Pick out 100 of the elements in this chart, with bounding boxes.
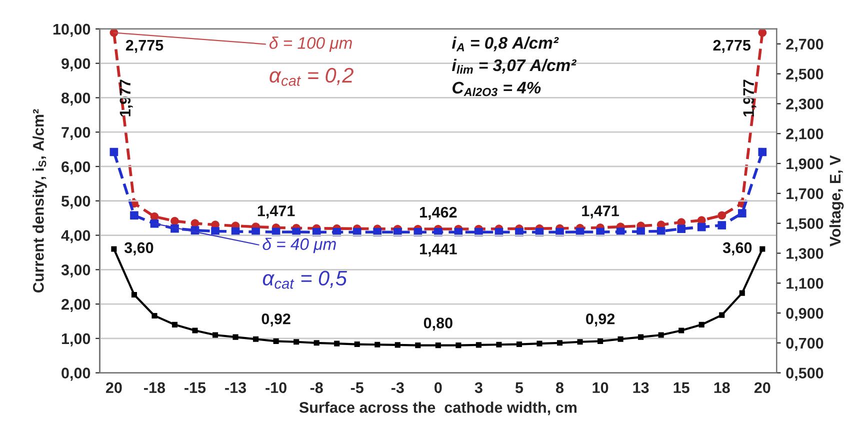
y2-tick-label: 1,300 [786,248,824,262]
x-tick-label: 0 [434,382,442,394]
point [394,342,400,348]
y2-axis-title: Voltage, E, V [829,155,844,246]
y-tick-label: 4,00 [61,230,90,244]
point [334,340,340,346]
x-tick-label: 3 [474,382,482,394]
point [111,246,117,252]
annotation: δ = 40 μm [262,238,336,254]
x-tick-label: 15 [674,382,690,394]
data-label: 0,92 [262,313,290,326]
y-tick-label: 8,00 [61,92,90,106]
x-tick-label: -3 [391,382,404,394]
point [314,340,320,346]
data-label: 1,471 [582,206,619,219]
annotation: δ = 100 μm [270,36,352,52]
y2-tick-label: 2,500 [786,68,824,82]
y-tick-label: 2,00 [62,298,90,312]
point [738,209,746,218]
y-tick-label: 1,00 [62,333,90,346]
y-tick-label: 5,00 [61,196,90,209]
y2-tick-label: 1,100 [786,278,824,292]
data-label: 3,60 [722,242,752,256]
point [598,338,604,344]
point [758,148,767,156]
y-tick-label: 7,00 [62,126,90,140]
annotation: i$_{lim}$ = 3,07 A/cm² [452,58,577,74]
annotation: i$_{A}$ = 0,8 A/cm² [452,36,559,52]
point [294,339,300,345]
y2-tick-label: 0,700 [786,338,824,351]
y2-tick-label: 1,900 [786,158,824,172]
y-axis-title: Current density, i$_{S}$, A/cm² [32,109,47,292]
x-tick-label: 13 [633,382,649,394]
point [697,222,706,232]
point [516,341,522,348]
point [658,332,664,338]
point [211,227,220,236]
point [374,342,380,348]
point [698,322,704,328]
point [758,28,767,37]
data-label: 1,462 [420,206,457,220]
x-tick-label: -8 [310,382,323,394]
x-tick-label: -13 [225,382,246,394]
x-tick-label: 20 [106,382,122,394]
x-tick-label: 8 [556,382,564,394]
point [536,340,542,346]
y2-tick-label: 1,700 [786,188,824,202]
point [719,312,725,318]
point [718,211,726,220]
point [718,221,726,230]
point [110,148,118,156]
point [150,219,159,228]
point [232,334,238,340]
x-tick-label: -18 [144,382,166,394]
data-label: 1,471 [258,206,295,219]
point [273,338,279,344]
point [415,342,421,348]
point [354,341,360,348]
x-tick-label: 10 [592,382,608,394]
point [152,312,158,319]
point [253,336,259,342]
point [618,336,624,342]
annotation: C$_{Al2O3}$ = 4% [452,82,541,96]
x-tick-label: 20 [754,382,770,394]
data-label: 1,977 [743,80,756,116]
point [170,216,179,226]
y-tick-label: 6,00 [62,161,90,174]
y-tick-label: 0,00 [62,368,90,381]
y2-tick-label: 2,100 [786,128,824,142]
y-tick-label: 9,00 [62,58,90,72]
x-tick-label: -5 [350,382,364,394]
y-tick-label: 3,00 [61,264,90,278]
data-label: 0,92 [586,313,615,326]
point [556,340,563,346]
point [456,342,462,348]
annotation: α$_{cat}$ = 0,2 [270,68,354,86]
point [130,211,138,220]
y2-tick-label: 2,700 [786,38,824,52]
point [739,290,745,296]
annotation: α$_{cat}$ = 0,5 [262,270,348,289]
point [496,342,502,348]
point [131,292,137,298]
y2-tick-label: 0,900 [786,308,824,321]
data-label: 1,977 [120,80,133,116]
point [577,339,583,345]
x-tick-label: 5 [515,382,524,394]
x-tick-label: -10 [266,382,286,394]
x-axis-title: Surface across the cathode width, cm [299,402,576,416]
y-tick-label: 10,00 [53,24,90,37]
point [435,342,441,348]
x-tick-label: -15 [184,382,206,394]
point [678,328,684,334]
y2-tick-label: 2,300 [786,98,824,112]
data-label: 3,60 [124,242,154,256]
x-tick-label: 18 [714,382,730,394]
point [638,334,644,340]
data-label: 1,441 [420,244,457,257]
data-label: 0,80 [424,318,452,331]
data-label: 2,775 [713,40,751,53]
point [192,328,198,334]
